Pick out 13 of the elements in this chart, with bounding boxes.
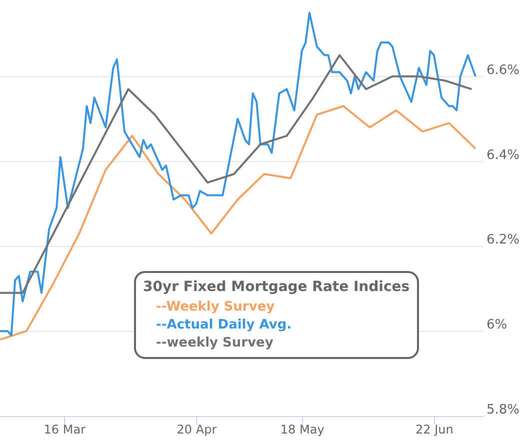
x-tick-label: 16 Mar bbox=[44, 422, 86, 436]
x-tick-label: 18 May bbox=[280, 422, 324, 436]
text: --Actual Daily Avg. bbox=[156, 318, 292, 332]
legend-title: 30yr Fixed Mortgage Rate Indices bbox=[143, 279, 410, 295]
y-tick-label: 5.8% bbox=[486, 402, 520, 418]
y-tick-label: 6% bbox=[486, 318, 508, 333]
x-tick-label: 22 Jun bbox=[416, 422, 454, 436]
y-tick-label: 6.2% bbox=[486, 232, 520, 248]
text: --Weekly Survey bbox=[156, 300, 276, 314]
text: --weekly Survey bbox=[156, 336, 274, 350]
y-tick-label: 6.6% bbox=[486, 62, 520, 78]
y-tick-label: 6.4% bbox=[486, 148, 520, 163]
x-tick-label: 20 Apr bbox=[176, 422, 217, 436]
